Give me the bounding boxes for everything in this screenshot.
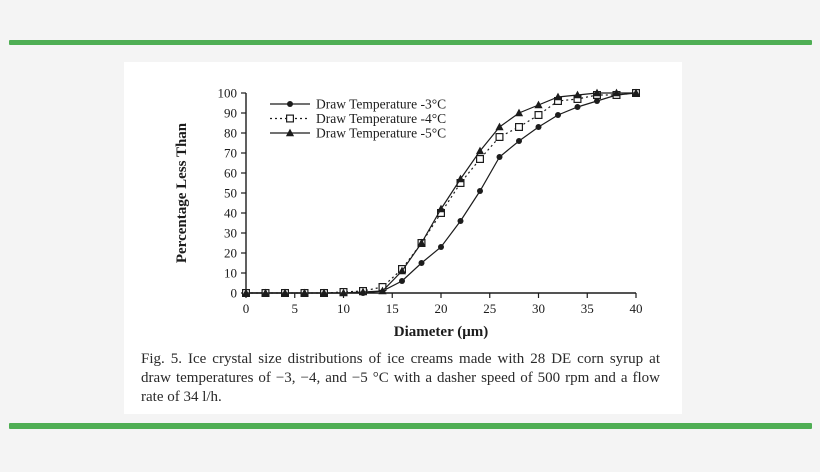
x-tick-label: 0 (243, 301, 250, 316)
x-tick-label: 10 (337, 301, 350, 316)
triangle-legend-marker (285, 128, 295, 137)
x-tick-label: 35 (581, 301, 594, 316)
y-tick-label: 60 (224, 166, 237, 181)
triangle-marker (592, 88, 602, 97)
triangle-marker (436, 204, 446, 213)
y-axis-title: Percentage Less Than (174, 122, 190, 263)
triangle-marker (631, 88, 641, 97)
circle-marker (399, 278, 405, 284)
y-tick-label: 50 (224, 186, 237, 201)
triangle-marker (261, 288, 270, 297)
y-tick-label: 20 (224, 246, 237, 261)
triangle-marker (514, 108, 524, 117)
circle-marker (535, 124, 542, 130)
triangle-marker (280, 288, 290, 297)
triangle-marker (612, 88, 621, 97)
legend-label: Draw Temperature -5°C (316, 126, 446, 141)
y-tick-label: 80 (224, 126, 237, 141)
y-tick-label: 90 (224, 106, 237, 121)
triangle-marker (339, 288, 348, 297)
y-tick-label: 30 (224, 226, 237, 241)
triangle-marker (475, 146, 485, 155)
y-tick-label: 40 (224, 206, 237, 221)
circle-legend-marker (287, 101, 293, 107)
ice-crystal-size-chart: 0 10 20 30 40 50 60 70 80 90 100 0 5 10 15 20 25 30 35 40 Pe… (174, 86, 643, 341)
figure-caption: Fig. 5. Ice crystal size distributions o… (141, 351, 660, 405)
y-tick-label: 0 (231, 286, 238, 301)
x-tick-label: 30 (532, 301, 545, 316)
circle-marker (496, 154, 503, 160)
triangle-marker (241, 288, 251, 297)
y-tick-label: 70 (224, 146, 237, 161)
x-axis-title: Diameter (μm) (394, 324, 488, 340)
triangle-marker (378, 286, 387, 295)
triangle-marker (358, 287, 368, 296)
square-open-marker (534, 110, 543, 119)
triangle-marker (300, 288, 309, 297)
square-open-marker (495, 132, 504, 141)
circle-marker (438, 244, 444, 250)
x-tick-label: 15 (386, 301, 399, 316)
legend-item: Draw Temperature -3°C (270, 97, 446, 112)
x-tick-label: 25 (483, 301, 496, 316)
circle-marker (516, 138, 522, 144)
bottom-green-divider (9, 423, 812, 429)
x-tick-label: 40 (630, 301, 643, 316)
legend-label: Draw Temperature -3°C (316, 97, 446, 112)
circle-marker (574, 104, 581, 110)
circle-marker (594, 98, 600, 104)
circle-marker (418, 260, 425, 266)
triangle-marker (495, 122, 504, 131)
triangle-marker (397, 266, 407, 275)
top-green-divider (9, 40, 812, 45)
triangle-marker (456, 174, 465, 183)
x-tick-label: 20 (435, 301, 448, 316)
triangle-marker (534, 100, 543, 109)
circle-marker (457, 218, 464, 224)
triangle-marker (573, 90, 582, 99)
square-open-marker (476, 154, 485, 163)
y-tick-label: 100 (218, 86, 238, 101)
series-draw-temp-5c (241, 88, 641, 297)
legend-item: Draw Temperature -5°C (270, 126, 446, 141)
x-tick-label: 5 (292, 301, 299, 316)
y-tick-label: 10 (224, 266, 237, 281)
legend-label: Draw Temperature -4°C (316, 111, 446, 126)
circle-marker (477, 188, 483, 194)
circle-marker (555, 112, 561, 118)
triangle-marker (319, 288, 329, 297)
triangle-marker (553, 92, 563, 101)
figure-panel: 0 10 20 30 40 50 60 70 80 90 100 0 5 10 15 20 25 30 35 40 Pe… (124, 62, 682, 414)
square-open-marker (515, 122, 524, 131)
triangle-marker (417, 238, 426, 247)
square-open-legend-marker (286, 114, 295, 123)
legend-item: Draw Temperature -4°C (270, 111, 446, 126)
